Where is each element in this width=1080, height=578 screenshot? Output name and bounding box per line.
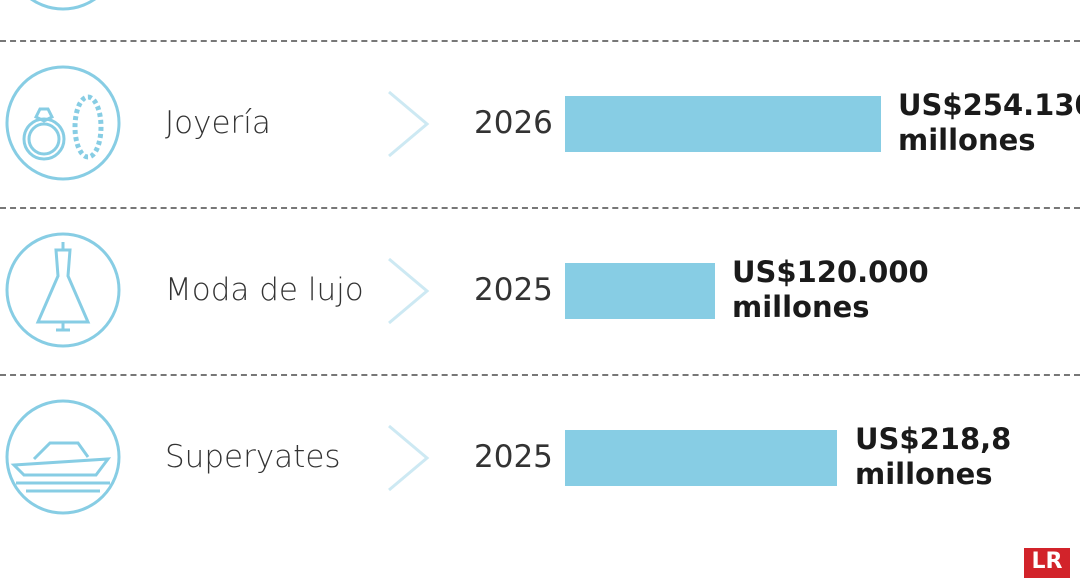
- icon: [29, 0, 97, 11]
- bar: [565, 430, 837, 486]
- jewelry-icon: [5, 65, 121, 181]
- year: 2026: [474, 105, 553, 141]
- value-label: US$120.000 millones: [732, 255, 929, 324]
- chevron: [388, 257, 430, 325]
- category-label: Joyería: [165, 105, 271, 141]
- chevron: [388, 424, 430, 492]
- category-label: Superyates: [165, 439, 341, 475]
- bar: [565, 96, 881, 152]
- dress-icon: [5, 232, 121, 348]
- year: 2025: [474, 439, 553, 475]
- divider: [0, 374, 1080, 376]
- logo: LR: [1024, 548, 1070, 578]
- value-label: US$254.130 millones: [898, 88, 1080, 157]
- chevron: [388, 90, 430, 158]
- year: 2025: [474, 272, 553, 308]
- category-label: Moda de lujo: [165, 272, 364, 308]
- yacht-icon: [5, 399, 121, 515]
- bar: [565, 263, 715, 319]
- value-label: US$218,8 millones: [855, 422, 1012, 491]
- divider: [0, 40, 1080, 42]
- divider: [0, 207, 1080, 209]
